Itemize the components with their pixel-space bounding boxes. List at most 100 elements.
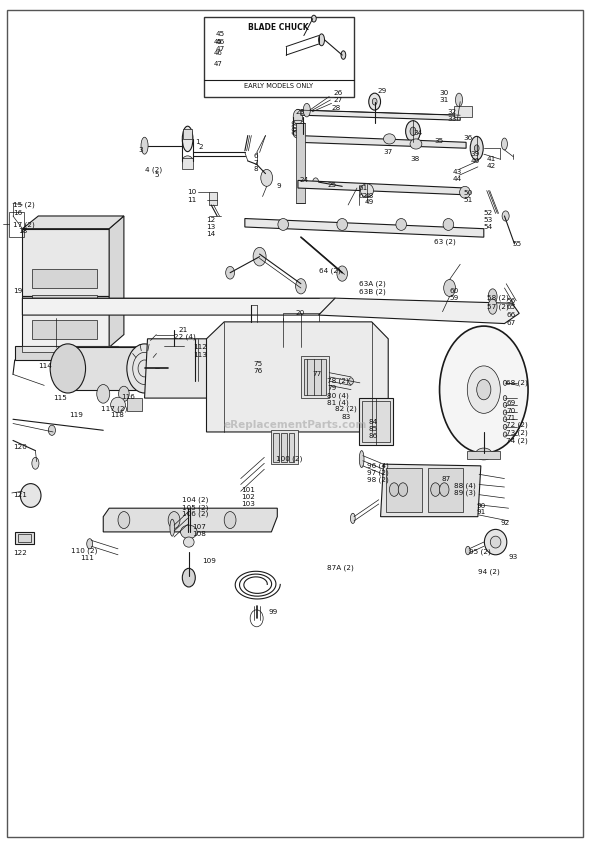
Text: 98 (2): 98 (2) bbox=[367, 477, 389, 484]
Polygon shape bbox=[467, 451, 500, 459]
Text: 46: 46 bbox=[214, 50, 223, 57]
Polygon shape bbox=[206, 322, 388, 432]
Bar bbox=[183, 129, 192, 139]
Text: 38: 38 bbox=[410, 156, 419, 163]
Circle shape bbox=[398, 483, 408, 496]
Text: 52: 52 bbox=[484, 210, 493, 217]
Text: 118: 118 bbox=[110, 412, 124, 418]
Text: 117 (2): 117 (2) bbox=[101, 405, 128, 412]
Text: 119: 119 bbox=[70, 412, 84, 418]
Text: 51: 51 bbox=[463, 197, 473, 203]
Ellipse shape bbox=[490, 536, 501, 548]
Ellipse shape bbox=[369, 93, 381, 110]
Ellipse shape bbox=[313, 178, 319, 186]
Text: 93: 93 bbox=[509, 554, 518, 561]
Ellipse shape bbox=[48, 425, 55, 435]
Text: 113: 113 bbox=[194, 352, 208, 358]
Text: 21: 21 bbox=[178, 327, 188, 334]
Text: 63A (2): 63A (2) bbox=[359, 280, 385, 287]
Ellipse shape bbox=[360, 184, 373, 197]
Ellipse shape bbox=[293, 130, 303, 138]
Ellipse shape bbox=[20, 484, 41, 507]
Polygon shape bbox=[319, 298, 519, 324]
Polygon shape bbox=[22, 296, 109, 347]
Text: 39: 39 bbox=[471, 151, 480, 158]
Text: 3: 3 bbox=[139, 147, 143, 153]
Ellipse shape bbox=[488, 289, 497, 304]
Ellipse shape bbox=[466, 546, 470, 555]
Text: 63B (2): 63B (2) bbox=[359, 288, 385, 295]
Polygon shape bbox=[109, 216, 124, 347]
Ellipse shape bbox=[303, 103, 310, 117]
Text: 77: 77 bbox=[313, 371, 322, 378]
Text: 65: 65 bbox=[506, 304, 516, 311]
Bar bbox=[204, 17, 354, 97]
Ellipse shape bbox=[372, 98, 377, 105]
Ellipse shape bbox=[503, 410, 507, 415]
Circle shape bbox=[168, 512, 180, 529]
Ellipse shape bbox=[111, 397, 125, 412]
Ellipse shape bbox=[359, 451, 364, 468]
Bar bbox=[32, 269, 97, 288]
Text: 101: 101 bbox=[241, 486, 255, 493]
Ellipse shape bbox=[410, 127, 416, 136]
Ellipse shape bbox=[225, 266, 235, 279]
Ellipse shape bbox=[484, 529, 507, 555]
Ellipse shape bbox=[182, 156, 193, 166]
Bar bbox=[182, 158, 193, 169]
Text: 85: 85 bbox=[369, 426, 378, 433]
Text: 41: 41 bbox=[487, 156, 496, 163]
Text: 4 (2): 4 (2) bbox=[145, 166, 162, 173]
Text: 8: 8 bbox=[254, 166, 258, 173]
Ellipse shape bbox=[488, 299, 497, 314]
Text: 102: 102 bbox=[241, 494, 255, 501]
Text: 81 (4): 81 (4) bbox=[327, 399, 349, 406]
Ellipse shape bbox=[474, 145, 479, 152]
Text: 88 (4): 88 (4) bbox=[454, 482, 476, 489]
Polygon shape bbox=[298, 180, 466, 195]
Ellipse shape bbox=[503, 380, 507, 385]
Text: 106 (2): 106 (2) bbox=[182, 511, 208, 518]
Text: 111: 111 bbox=[80, 555, 94, 562]
Bar bbox=[32, 320, 97, 339]
Text: 12: 12 bbox=[206, 217, 216, 224]
Ellipse shape bbox=[50, 344, 86, 393]
Ellipse shape bbox=[181, 525, 197, 539]
Polygon shape bbox=[145, 339, 230, 398]
Ellipse shape bbox=[32, 457, 39, 469]
Text: 73 (2): 73 (2) bbox=[506, 429, 528, 436]
Bar bbox=[386, 468, 422, 512]
Bar bbox=[281, 433, 287, 462]
Text: 69: 69 bbox=[506, 400, 516, 407]
Text: 28: 28 bbox=[332, 104, 341, 111]
Polygon shape bbox=[381, 464, 481, 517]
Polygon shape bbox=[298, 136, 466, 148]
Text: 89 (3): 89 (3) bbox=[454, 490, 476, 496]
Ellipse shape bbox=[155, 363, 163, 374]
Bar bbox=[18, 534, 31, 542]
Polygon shape bbox=[15, 346, 118, 360]
Ellipse shape bbox=[410, 139, 422, 149]
Text: 43: 43 bbox=[453, 169, 463, 175]
Text: 66: 66 bbox=[506, 312, 516, 318]
Text: 79: 79 bbox=[327, 385, 337, 391]
Ellipse shape bbox=[460, 186, 470, 198]
Ellipse shape bbox=[503, 424, 507, 429]
Text: 49: 49 bbox=[365, 199, 374, 206]
Text: 46: 46 bbox=[216, 38, 225, 45]
Text: 40: 40 bbox=[471, 158, 480, 164]
Circle shape bbox=[389, 483, 399, 496]
Text: 71: 71 bbox=[506, 415, 516, 422]
Text: 55: 55 bbox=[512, 241, 522, 247]
Bar bbox=[32, 295, 97, 313]
Text: 67: 67 bbox=[506, 319, 516, 326]
Text: 95 (2): 95 (2) bbox=[469, 549, 491, 556]
Text: 94 (2): 94 (2) bbox=[478, 568, 500, 575]
Text: 114: 114 bbox=[38, 363, 53, 369]
Ellipse shape bbox=[455, 93, 463, 107]
Text: 37: 37 bbox=[384, 149, 393, 156]
Text: 26: 26 bbox=[333, 90, 343, 97]
Text: 103: 103 bbox=[241, 501, 255, 507]
Bar bbox=[296, 123, 305, 203]
Text: 68 (2): 68 (2) bbox=[506, 379, 528, 386]
